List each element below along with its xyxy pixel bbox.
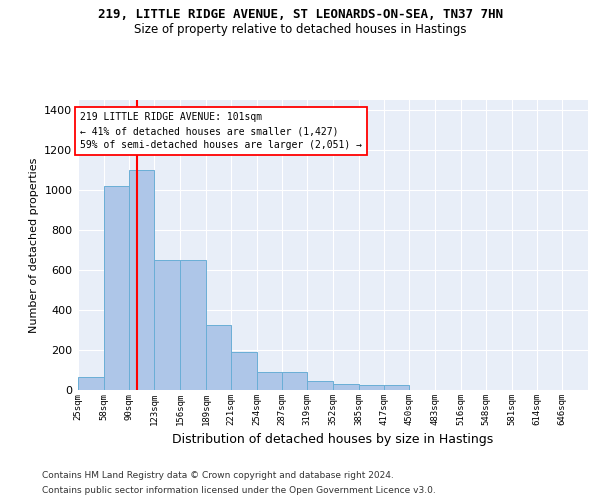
Bar bbox=[206, 325, 231, 390]
Text: Distribution of detached houses by size in Hastings: Distribution of detached houses by size … bbox=[172, 432, 494, 446]
Y-axis label: Number of detached properties: Number of detached properties bbox=[29, 158, 39, 332]
Bar bbox=[359, 385, 383, 390]
Bar bbox=[128, 170, 154, 390]
Bar bbox=[104, 186, 128, 390]
Text: Contains HM Land Registry data © Crown copyright and database right 2024.: Contains HM Land Registry data © Crown c… bbox=[42, 471, 394, 480]
Text: Contains public sector information licensed under the Open Government Licence v3: Contains public sector information licen… bbox=[42, 486, 436, 495]
Bar bbox=[231, 352, 257, 390]
Bar bbox=[333, 384, 359, 390]
Bar bbox=[283, 372, 307, 390]
Bar bbox=[383, 385, 409, 390]
Text: Size of property relative to detached houses in Hastings: Size of property relative to detached ho… bbox=[134, 22, 466, 36]
Bar bbox=[78, 378, 104, 390]
Bar bbox=[257, 372, 283, 390]
Text: 219 LITTLE RIDGE AVENUE: 101sqm
← 41% of detached houses are smaller (1,427)
59%: 219 LITTLE RIDGE AVENUE: 101sqm ← 41% of… bbox=[80, 112, 362, 150]
Bar bbox=[154, 260, 180, 390]
Text: 219, LITTLE RIDGE AVENUE, ST LEONARDS-ON-SEA, TN37 7HN: 219, LITTLE RIDGE AVENUE, ST LEONARDS-ON… bbox=[97, 8, 503, 20]
Bar bbox=[180, 260, 206, 390]
Bar bbox=[307, 381, 333, 390]
